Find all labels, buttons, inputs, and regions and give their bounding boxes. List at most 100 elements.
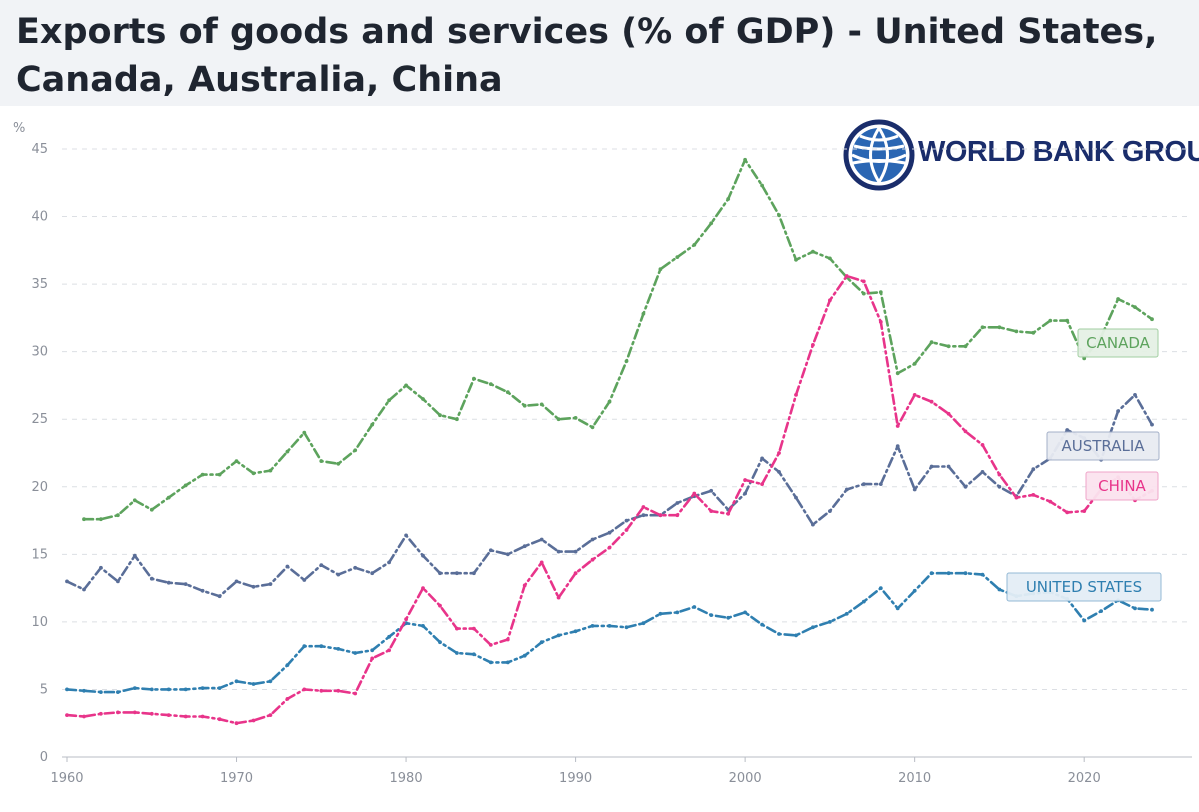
data-point-canada[interactable] [522, 403, 527, 408]
data-point-canada[interactable] [285, 449, 290, 454]
data-point-australia[interactable] [828, 509, 832, 513]
data-point-canada[interactable] [251, 471, 256, 476]
data-point-canada[interactable] [811, 249, 815, 254]
data-point-canada[interactable] [505, 390, 510, 395]
data-point-united-states[interactable] [861, 599, 866, 604]
data-point-united-states[interactable] [878, 586, 883, 590]
data-point-united-states[interactable] [421, 624, 425, 628]
data-point-australia[interactable] [607, 530, 612, 535]
data-point-canada[interactable] [455, 417, 459, 422]
data-point-australia[interactable] [1031, 467, 1036, 472]
data-point-united-states[interactable] [387, 634, 391, 639]
data-point-united-states[interactable] [607, 624, 612, 628]
data-point-china[interactable] [65, 713, 69, 717]
data-point-united-states[interactable] [912, 588, 917, 593]
data-point-united-states[interactable] [794, 633, 798, 638]
data-point-australia[interactable] [777, 470, 781, 474]
data-point-australia[interactable] [370, 571, 375, 576]
data-point-canada[interactable] [217, 472, 222, 477]
data-point-united-states[interactable] [1150, 607, 1154, 612]
data-point-canada[interactable] [743, 157, 747, 162]
data-point-australia[interactable] [234, 579, 239, 584]
data-point-china[interactable] [505, 637, 510, 642]
data-point-canada[interactable] [488, 382, 493, 386]
data-point-united-states[interactable] [522, 653, 527, 658]
data-point-united-states[interactable] [319, 644, 324, 649]
data-point-united-states[interactable] [1082, 618, 1087, 623]
data-point-united-states[interactable] [726, 615, 731, 620]
data-point-united-states[interactable] [336, 647, 341, 651]
data-point-china[interactable] [1048, 499, 1053, 504]
data-point-canada[interactable] [319, 459, 324, 463]
data-point-china[interactable] [743, 478, 747, 482]
data-point-united-states[interactable] [590, 624, 595, 628]
data-point-united-states[interactable] [65, 687, 69, 692]
data-point-australia[interactable] [1116, 409, 1120, 413]
data-point-canada[interactable] [404, 383, 408, 388]
data-point-canada[interactable] [99, 517, 103, 522]
data-point-australia[interactable] [709, 488, 714, 493]
data-point-united-states[interactable] [692, 605, 697, 609]
data-point-china[interactable] [828, 298, 832, 303]
data-point-united-states[interactable] [149, 687, 154, 692]
data-point-china[interactable] [624, 528, 629, 532]
data-point-united-states[interactable] [1099, 609, 1103, 613]
data-point-china[interactable] [353, 691, 358, 696]
data-point-united-states[interactable] [743, 610, 747, 615]
data-point-china[interactable] [336, 688, 341, 693]
data-point-united-states[interactable] [963, 571, 968, 576]
data-point-united-states[interactable] [556, 633, 561, 638]
data-point-canada[interactable] [641, 311, 646, 316]
data-point-canada[interactable] [997, 325, 1002, 330]
data-point-united-states[interactable] [455, 651, 459, 655]
data-point-united-states[interactable] [895, 606, 900, 611]
data-point-united-states[interactable] [828, 620, 832, 624]
data-point-united-states[interactable] [624, 625, 629, 630]
data-point-australia[interactable] [251, 584, 256, 589]
data-point-canada[interactable] [726, 197, 731, 201]
data-point-australia[interactable] [82, 587, 86, 592]
data-point-australia[interactable] [99, 565, 103, 570]
data-point-australia[interactable] [539, 537, 544, 542]
data-point-australia[interactable] [590, 537, 595, 542]
data-point-china[interactable] [404, 617, 408, 622]
data-point-australia[interactable] [404, 533, 408, 538]
data-point-canada[interactable] [590, 425, 595, 430]
data-point-australia[interactable] [963, 484, 968, 489]
series-line-china[interactable] [65, 274, 1154, 725]
data-point-canada[interactable] [794, 257, 798, 262]
data-point-china[interactable] [149, 711, 154, 716]
data-point-australia[interactable] [844, 487, 849, 492]
data-point-china[interactable] [319, 688, 324, 693]
data-point-china[interactable] [573, 571, 578, 576]
data-point-canada[interactable] [573, 416, 578, 420]
data-point-australia[interactable] [336, 572, 341, 577]
data-point-united-states[interactable] [777, 632, 781, 636]
data-point-china[interactable] [878, 320, 883, 324]
data-point-united-states[interactable] [980, 572, 985, 577]
data-point-canada[interactable] [268, 468, 273, 473]
data-point-united-states[interactable] [760, 622, 764, 627]
data-point-canada[interactable] [828, 256, 832, 261]
series-line-australia[interactable] [65, 393, 1154, 598]
data-point-china[interactable] [1082, 509, 1087, 513]
data-point-canada[interactable] [760, 183, 764, 188]
data-point-canada[interactable] [607, 399, 612, 404]
data-point-canada[interactable] [878, 290, 883, 295]
data-point-united-states[interactable] [488, 660, 493, 665]
data-point-australia[interactable] [319, 563, 324, 567]
data-point-canada[interactable] [132, 498, 137, 503]
data-point-australia[interactable] [624, 518, 629, 523]
data-point-australia[interactable] [878, 482, 883, 486]
data-point-united-states[interactable] [505, 660, 510, 665]
data-point-united-states[interactable] [200, 686, 205, 690]
data-point-china[interactable] [811, 343, 815, 347]
data-point-china[interactable] [116, 710, 120, 715]
data-point-canada[interactable] [234, 459, 239, 463]
data-point-china[interactable] [912, 393, 917, 397]
data-point-china[interactable] [675, 513, 680, 518]
data-point-china[interactable] [556, 595, 561, 600]
data-point-united-states[interactable] [82, 688, 86, 693]
data-point-canada[interactable] [912, 361, 917, 366]
data-point-canada[interactable] [336, 461, 341, 466]
